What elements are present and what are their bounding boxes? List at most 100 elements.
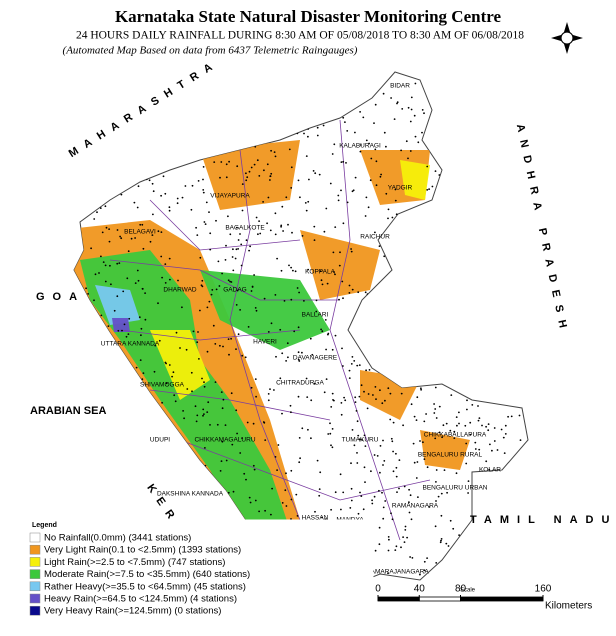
station-dot bbox=[215, 219, 217, 222]
station-dot bbox=[358, 364, 361, 366]
district-label: DHARWAD bbox=[163, 287, 197, 294]
station-dot bbox=[467, 480, 470, 482]
station-dot bbox=[332, 399, 334, 401]
station-dot bbox=[206, 350, 209, 353]
station-dot bbox=[378, 543, 381, 546]
station-dot bbox=[350, 487, 353, 490]
station-dot bbox=[221, 440, 224, 443]
station-dot bbox=[85, 287, 87, 290]
station-dot bbox=[415, 477, 418, 479]
station-dot bbox=[354, 396, 357, 399]
district-label: BELAGAVI bbox=[124, 229, 156, 236]
station-dot bbox=[414, 135, 417, 138]
station-dot bbox=[236, 289, 239, 292]
station-dot bbox=[290, 298, 293, 301]
station-dot bbox=[356, 452, 358, 454]
scale-label: 0 bbox=[375, 584, 381, 595]
station-dot bbox=[434, 386, 437, 389]
station-dot bbox=[435, 562, 438, 564]
station-dot bbox=[382, 517, 385, 520]
station-dot bbox=[298, 461, 301, 464]
station-dot bbox=[255, 309, 258, 312]
station-dot bbox=[175, 331, 178, 334]
legend-swatch bbox=[29, 581, 41, 592]
station-dot bbox=[340, 189, 342, 192]
station-dot bbox=[388, 538, 390, 541]
station-dot bbox=[443, 469, 446, 471]
station-dot bbox=[263, 297, 266, 300]
scale-label: 40 bbox=[414, 584, 426, 595]
station-dot bbox=[396, 102, 398, 105]
station-dot bbox=[202, 178, 204, 181]
compass-points bbox=[551, 22, 583, 54]
legend-box bbox=[27, 519, 374, 619]
station-dot bbox=[173, 394, 176, 397]
station-dot bbox=[354, 176, 357, 179]
station-dot bbox=[168, 364, 171, 366]
station-dot bbox=[407, 106, 410, 109]
station-dot bbox=[307, 428, 309, 431]
station-dot bbox=[274, 294, 277, 296]
station-dot bbox=[493, 427, 496, 429]
station-dot bbox=[382, 464, 384, 466]
station-dot bbox=[474, 441, 477, 444]
station-dot bbox=[266, 222, 268, 225]
station-dot bbox=[107, 325, 110, 327]
neighbor-label: ARABIAN SEA bbox=[30, 405, 106, 417]
station-dot bbox=[316, 459, 319, 462]
station-dot bbox=[270, 322, 273, 325]
station-dot bbox=[519, 439, 522, 441]
station-dot bbox=[110, 283, 112, 286]
station-dot bbox=[464, 424, 467, 427]
station-dot bbox=[316, 134, 319, 137]
station-dot bbox=[426, 466, 429, 469]
district-label: VIJAYAPURA bbox=[210, 193, 250, 200]
station-dot bbox=[433, 403, 435, 405]
station-dot bbox=[237, 239, 240, 241]
station-dot bbox=[400, 149, 402, 152]
station-dot bbox=[139, 359, 142, 361]
station-dot bbox=[391, 440, 394, 443]
station-dot bbox=[382, 92, 385, 95]
station-dot bbox=[414, 82, 417, 85]
station-dot bbox=[194, 405, 197, 408]
station-dot bbox=[297, 326, 300, 329]
station-dot bbox=[141, 287, 144, 290]
station-dot bbox=[267, 399, 270, 402]
station-dot bbox=[209, 248, 212, 251]
station-dot bbox=[364, 445, 367, 447]
station-dot bbox=[192, 330, 195, 333]
station-dot bbox=[274, 212, 277, 215]
station-dot bbox=[255, 395, 257, 398]
station-dot bbox=[445, 542, 448, 545]
station-dot bbox=[354, 131, 356, 134]
station-dot bbox=[367, 393, 370, 395]
station-dot bbox=[252, 464, 255, 467]
station-dot bbox=[409, 494, 412, 497]
station-dot bbox=[417, 496, 419, 498]
station-dot bbox=[274, 456, 277, 458]
legend-label: Light Rain(>=2.5 to <7.5mm) (747 station… bbox=[44, 557, 225, 568]
station-dot bbox=[465, 462, 468, 465]
station-dot bbox=[421, 109, 424, 111]
station-dot bbox=[109, 264, 111, 267]
rain-zone bbox=[200, 140, 300, 210]
station-dot bbox=[389, 418, 392, 421]
station-dot bbox=[331, 153, 334, 155]
station-dot bbox=[365, 139, 368, 142]
station-dot bbox=[338, 298, 340, 301]
scale-title: Scale bbox=[460, 588, 476, 594]
station-dot bbox=[437, 495, 440, 498]
station-dot bbox=[467, 492, 469, 494]
station-dot bbox=[395, 475, 398, 478]
station-dot bbox=[369, 179, 372, 182]
station-dot bbox=[413, 114, 416, 117]
station-dot bbox=[409, 150, 412, 152]
station-dot bbox=[151, 182, 154, 185]
station-dot bbox=[385, 145, 387, 148]
station-dot bbox=[383, 460, 386, 462]
station-dot bbox=[120, 193, 123, 196]
rain-zone bbox=[420, 430, 470, 470]
legend-swatch bbox=[29, 557, 41, 567]
station-dot bbox=[346, 201, 349, 204]
